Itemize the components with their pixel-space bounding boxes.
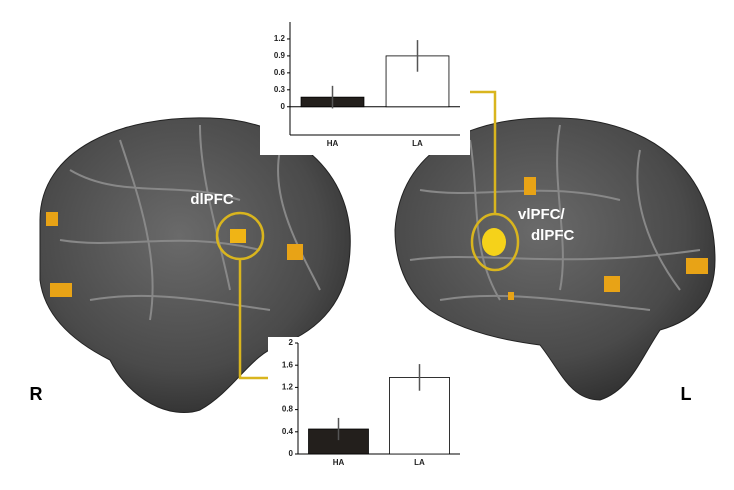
y-tick-label: 0 [289, 449, 294, 458]
y-tick-label: 0.8 [282, 405, 294, 414]
x-tick-label: LA [414, 458, 425, 467]
y-tick-label: 1.6 [282, 360, 294, 369]
y-tick-label: 0.4 [282, 427, 294, 436]
y-tick-label: 0 [281, 102, 286, 111]
connectors [215, 90, 520, 380]
x-tick-label: LA [412, 139, 423, 148]
side-label: L [681, 384, 692, 404]
y-tick-label: 1.2 [274, 34, 286, 43]
side-label: R [30, 384, 43, 404]
brain-left [394, 117, 716, 401]
y-tick-label: 0.6 [274, 68, 286, 77]
y-tick-label: 2 [289, 338, 294, 347]
region-label: vlPFC/ [518, 206, 566, 223]
y-tick-label: 0.9 [274, 51, 286, 60]
x-tick-label: HA [333, 458, 345, 467]
region-label: dlPFC [190, 191, 233, 208]
x-tick-label: HA [327, 139, 339, 148]
y-tick-label: 1.2 [282, 383, 294, 392]
y-tick-label: 0.3 [274, 85, 286, 94]
region-label: dlPFC [531, 227, 574, 244]
